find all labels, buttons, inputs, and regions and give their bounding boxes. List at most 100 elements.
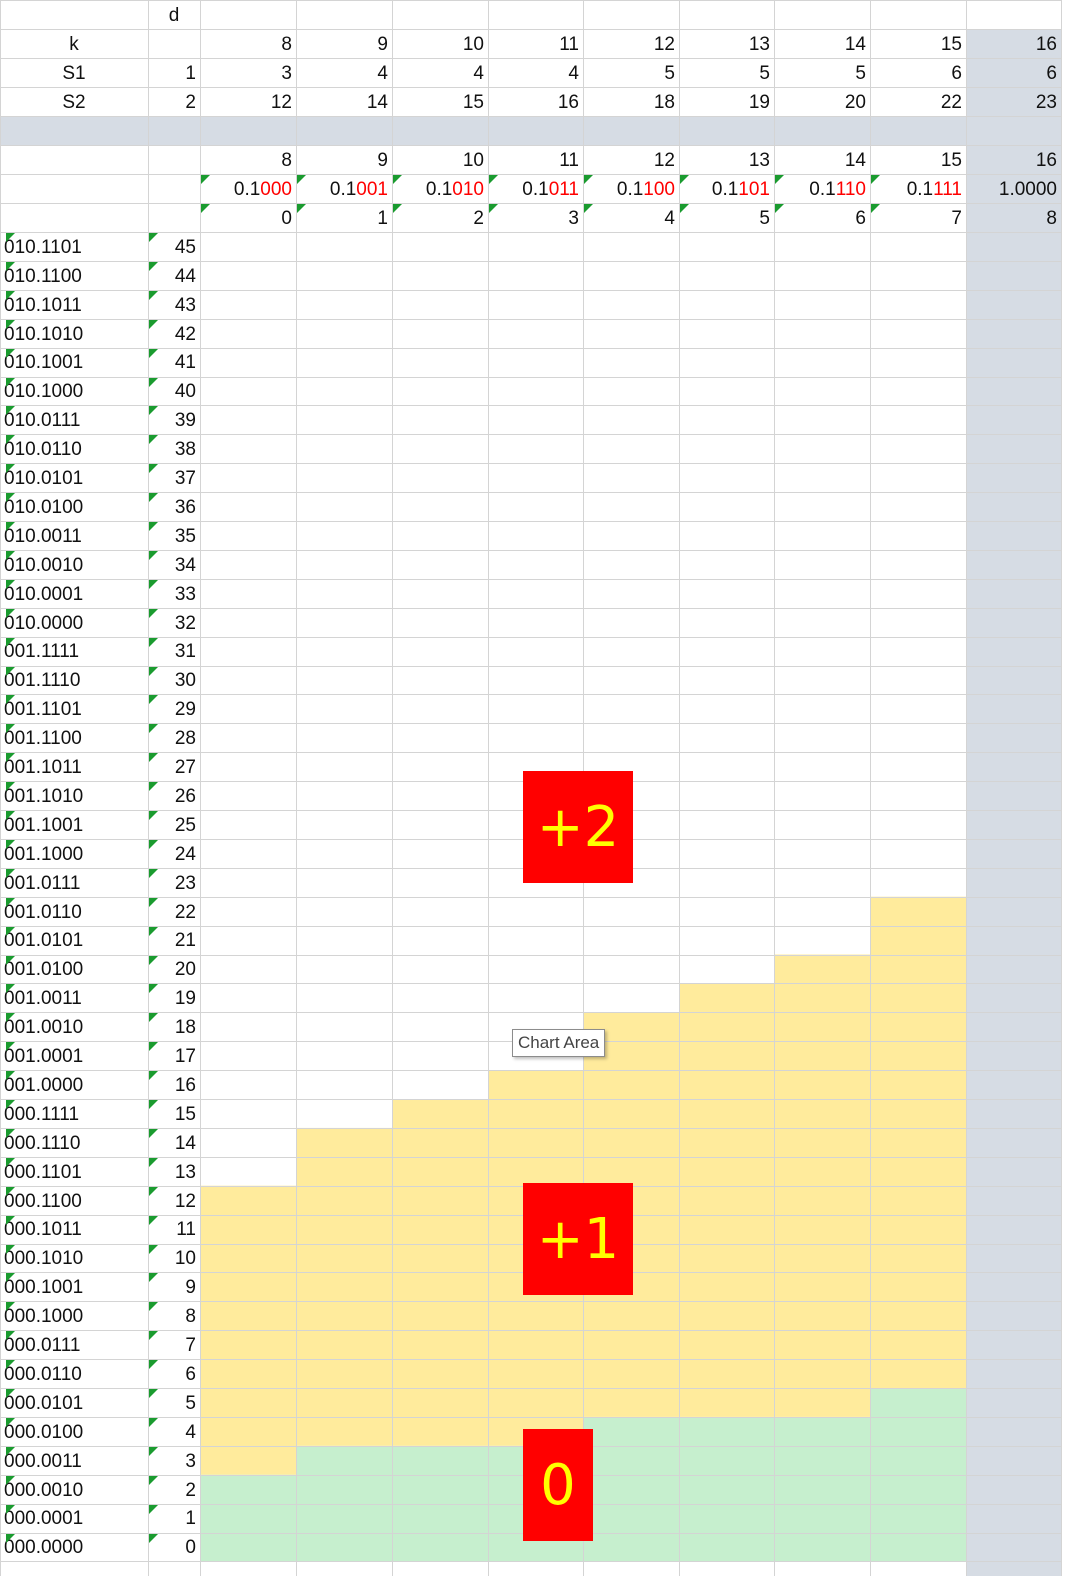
row-binary-31[interactable]: 001.1111 — [4, 641, 80, 663]
row-binary-7[interactable]: 000.0111 — [4, 1335, 81, 1357]
k-value-2[interactable]: 10 — [462, 34, 484, 55]
row-number-14[interactable]: 14 — [174, 1132, 196, 1154]
s2-value-6[interactable]: 20 — [844, 92, 866, 113]
k-value-5[interactable]: 13 — [748, 34, 770, 55]
row-binary-19[interactable]: 001.0011 — [4, 988, 82, 1010]
row-number-31[interactable]: 31 — [174, 641, 196, 663]
binary-value-3[interactable]: 0.1 011 — [488, 174, 583, 203]
row-binary-12[interactable]: 000.1100 — [4, 1190, 82, 1212]
row-number-33[interactable]: 33 — [174, 583, 196, 605]
row-binary-28[interactable]: 001.1100 — [4, 728, 82, 750]
row-number-29[interactable]: 29 — [174, 699, 196, 721]
k-value-8[interactable]: 16 — [1035, 34, 1057, 55]
row-number-20[interactable]: 20 — [174, 959, 196, 981]
row-binary-30[interactable]: 001.1110 — [4, 670, 81, 692]
s1-value-3[interactable]: 4 — [568, 63, 579, 84]
row-binary-42[interactable]: 010.1010 — [4, 323, 84, 345]
s2-value-7[interactable]: 22 — [940, 92, 962, 113]
row-binary-40[interactable]: 010.1000 — [4, 381, 84, 403]
row-binary-27[interactable]: 001.1011 — [4, 757, 82, 779]
s2-value-2[interactable]: 15 — [462, 92, 484, 113]
s2-value-5[interactable]: 19 — [748, 92, 770, 113]
index-value-1[interactable]: 1 — [377, 208, 388, 229]
row-binary-26[interactable]: 001.1010 — [4, 785, 84, 807]
row-number-36[interactable]: 36 — [174, 496, 196, 518]
s1-value-0[interactable]: 3 — [281, 63, 292, 84]
row-binary-10[interactable]: 000.1010 — [4, 1248, 84, 1270]
row-binary-0[interactable]: 000.0000 — [4, 1537, 84, 1559]
row-number-18[interactable]: 18 — [174, 1017, 196, 1039]
s1-value-6[interactable]: 5 — [855, 63, 866, 84]
row-number-0[interactable]: 0 — [185, 1537, 196, 1559]
row-number-8[interactable]: 8 — [185, 1306, 196, 1328]
s1-first-value[interactable]: 1 — [185, 63, 196, 84]
row-number-23[interactable]: 23 — [174, 872, 196, 894]
row-number-27[interactable]: 27 — [174, 757, 196, 779]
row-binary-8[interactable]: 000.1000 — [4, 1306, 84, 1328]
s1-value-7[interactable]: 6 — [951, 63, 962, 84]
index-value-7[interactable]: 7 — [951, 208, 962, 229]
index-value-3[interactable]: 3 — [568, 208, 579, 229]
row-binary-16[interactable]: 001.0000 — [4, 1074, 84, 1096]
row-number-34[interactable]: 34 — [174, 554, 196, 576]
row-binary-43[interactable]: 010.1011 — [4, 294, 82, 316]
row-binary-20[interactable]: 001.0100 — [4, 959, 84, 981]
binary-value-6[interactable]: 0.1 110 — [774, 174, 870, 203]
row-number-12[interactable]: 12 — [174, 1190, 196, 1212]
row-number-32[interactable]: 32 — [174, 612, 196, 634]
row-number-9[interactable]: 9 — [185, 1277, 196, 1299]
s2-value-4[interactable]: 18 — [653, 92, 675, 113]
s1-value-4[interactable]: 5 — [664, 63, 675, 84]
row-number-4[interactable]: 4 — [185, 1421, 196, 1443]
row-binary-6[interactable]: 000.0110 — [4, 1363, 82, 1385]
k-value-4[interactable]: 12 — [653, 34, 675, 55]
row-number-3[interactable]: 3 — [185, 1450, 196, 1472]
row-number-10[interactable]: 10 — [174, 1248, 196, 1270]
binary-value-7[interactable]: 0.1 111 — [870, 174, 966, 203]
row-binary-4[interactable]: 000.0100 — [4, 1421, 84, 1443]
k2-value-6[interactable]: 14 — [844, 150, 866, 171]
row-number-37[interactable]: 37 — [174, 468, 196, 490]
k-value-6[interactable]: 14 — [844, 34, 866, 55]
row-binary-37[interactable]: 010.0101 — [4, 468, 84, 490]
row-binary-13[interactable]: 000.1101 — [4, 1161, 82, 1183]
row-number-42[interactable]: 42 — [174, 323, 196, 345]
row-binary-2[interactable]: 000.0010 — [4, 1479, 84, 1501]
s2-value-8[interactable]: 23 — [1035, 92, 1057, 113]
index-value-0[interactable]: 0 — [281, 208, 292, 229]
row-number-17[interactable]: 17 — [174, 1046, 196, 1068]
header-s2-label[interactable]: S2 — [62, 92, 86, 113]
s2-value-0[interactable]: 12 — [270, 92, 292, 113]
row-number-30[interactable]: 30 — [174, 670, 196, 692]
k-value-1[interactable]: 9 — [377, 34, 388, 55]
row-binary-11[interactable]: 000.1011 — [4, 1219, 82, 1241]
row-binary-25[interactable]: 001.1001 — [4, 814, 84, 836]
row-binary-17[interactable]: 001.0001 — [4, 1046, 84, 1068]
row-number-24[interactable]: 24 — [174, 843, 196, 865]
row-number-16[interactable]: 16 — [174, 1074, 196, 1096]
row-binary-3[interactable]: 000.0011 — [4, 1450, 82, 1472]
k2-value-3[interactable]: 11 — [559, 150, 579, 171]
row-number-21[interactable]: 21 — [174, 930, 196, 952]
row-binary-23[interactable]: 001.0111 — [4, 872, 81, 894]
row-binary-22[interactable]: 001.0110 — [4, 901, 82, 923]
header-k-label[interactable]: k — [69, 34, 79, 55]
k-value-3[interactable]: 11 — [559, 34, 579, 55]
header-s1-label[interactable]: S1 — [62, 63, 86, 84]
row-number-2[interactable]: 2 — [185, 1479, 196, 1501]
binary-value-4[interactable]: 0.1 100 — [583, 174, 679, 203]
index-value-5[interactable]: 5 — [759, 208, 770, 229]
row-binary-21[interactable]: 001.0101 — [4, 930, 84, 952]
row-binary-5[interactable]: 000.0101 — [4, 1392, 84, 1414]
row-number-22[interactable]: 22 — [174, 901, 196, 923]
row-number-38[interactable]: 38 — [174, 439, 196, 461]
row-number-25[interactable]: 25 — [174, 814, 196, 836]
row-binary-15[interactable]: 000.1111 — [4, 1103, 80, 1125]
k2-value-4[interactable]: 12 — [653, 150, 675, 171]
s1-value-5[interactable]: 5 — [759, 63, 770, 84]
row-binary-24[interactable]: 001.1000 — [4, 843, 84, 865]
row-number-45[interactable]: 45 — [174, 236, 196, 258]
k-value-7[interactable]: 15 — [940, 34, 962, 55]
k2-value-5[interactable]: 13 — [748, 150, 770, 171]
